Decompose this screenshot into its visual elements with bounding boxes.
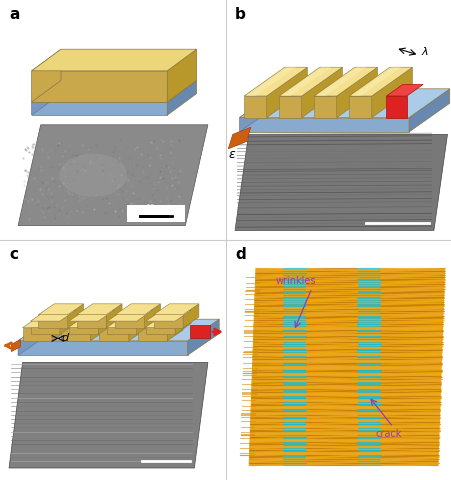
- Polygon shape: [235, 134, 446, 230]
- Polygon shape: [18, 319, 50, 355]
- Polygon shape: [386, 96, 406, 118]
- Text: d: d: [61, 333, 68, 343]
- Text: 50 μm: 50 μm: [144, 209, 162, 214]
- Polygon shape: [246, 67, 295, 96]
- Polygon shape: [32, 49, 61, 102]
- Polygon shape: [239, 89, 280, 132]
- Polygon shape: [228, 127, 250, 149]
- Polygon shape: [98, 310, 114, 334]
- Polygon shape: [386, 84, 422, 96]
- Polygon shape: [115, 315, 144, 328]
- Polygon shape: [18, 319, 219, 341]
- Polygon shape: [31, 321, 60, 334]
- Polygon shape: [244, 96, 266, 118]
- Polygon shape: [61, 327, 90, 341]
- Polygon shape: [145, 310, 190, 321]
- Polygon shape: [99, 327, 129, 341]
- Polygon shape: [316, 67, 365, 96]
- Polygon shape: [281, 67, 330, 96]
- Polygon shape: [167, 317, 183, 341]
- Polygon shape: [32, 71, 167, 102]
- Polygon shape: [313, 67, 377, 96]
- Polygon shape: [279, 96, 301, 118]
- Polygon shape: [23, 327, 52, 341]
- Polygon shape: [90, 317, 106, 341]
- Polygon shape: [38, 304, 83, 315]
- Ellipse shape: [60, 154, 127, 197]
- Polygon shape: [175, 310, 190, 334]
- Polygon shape: [137, 310, 152, 334]
- Polygon shape: [349, 96, 371, 118]
- Polygon shape: [153, 304, 198, 315]
- Text: 50 μm: 50 μm: [147, 204, 165, 209]
- Polygon shape: [301, 67, 342, 118]
- Polygon shape: [32, 102, 167, 115]
- Polygon shape: [18, 125, 207, 226]
- Polygon shape: [138, 327, 167, 341]
- Polygon shape: [106, 304, 122, 328]
- Polygon shape: [99, 317, 144, 327]
- Polygon shape: [183, 304, 198, 328]
- Text: b: b: [235, 7, 245, 22]
- Text: 50 μm: 50 μm: [140, 209, 160, 214]
- Text: λ: λ: [421, 47, 427, 57]
- Polygon shape: [153, 315, 183, 328]
- Polygon shape: [279, 67, 342, 96]
- Polygon shape: [60, 310, 76, 334]
- Text: ε: ε: [228, 148, 235, 161]
- Polygon shape: [52, 317, 68, 341]
- Text: crack: crack: [374, 430, 400, 439]
- Polygon shape: [31, 310, 76, 321]
- Polygon shape: [107, 321, 137, 334]
- Polygon shape: [32, 80, 61, 115]
- Polygon shape: [77, 315, 106, 328]
- Polygon shape: [18, 341, 187, 355]
- Polygon shape: [244, 67, 307, 96]
- Polygon shape: [145, 321, 175, 334]
- Polygon shape: [32, 49, 196, 71]
- Polygon shape: [349, 67, 411, 96]
- Polygon shape: [68, 304, 83, 328]
- Polygon shape: [38, 315, 68, 328]
- Polygon shape: [61, 317, 106, 327]
- Polygon shape: [69, 310, 114, 321]
- Polygon shape: [189, 325, 210, 338]
- Polygon shape: [187, 319, 219, 355]
- Text: wrinkles: wrinkles: [275, 276, 316, 286]
- Polygon shape: [167, 49, 196, 102]
- Polygon shape: [266, 67, 307, 118]
- Polygon shape: [138, 317, 183, 327]
- Polygon shape: [167, 80, 196, 115]
- Polygon shape: [107, 310, 152, 321]
- Polygon shape: [351, 67, 400, 96]
- Polygon shape: [408, 89, 449, 132]
- Polygon shape: [248, 269, 444, 466]
- Polygon shape: [129, 317, 144, 341]
- Polygon shape: [77, 304, 122, 315]
- Polygon shape: [115, 304, 160, 315]
- Polygon shape: [32, 80, 196, 102]
- Polygon shape: [239, 118, 408, 132]
- Bar: [135, 206, 178, 220]
- Polygon shape: [9, 362, 207, 468]
- Polygon shape: [336, 67, 377, 118]
- Polygon shape: [371, 67, 411, 118]
- Text: c: c: [9, 247, 18, 262]
- Text: a: a: [9, 7, 19, 22]
- Polygon shape: [313, 96, 336, 118]
- Text: d: d: [235, 247, 245, 262]
- Polygon shape: [11, 340, 20, 351]
- Bar: [126, 205, 185, 222]
- Polygon shape: [69, 321, 98, 334]
- Polygon shape: [239, 89, 449, 118]
- Polygon shape: [144, 304, 160, 328]
- Polygon shape: [23, 317, 68, 327]
